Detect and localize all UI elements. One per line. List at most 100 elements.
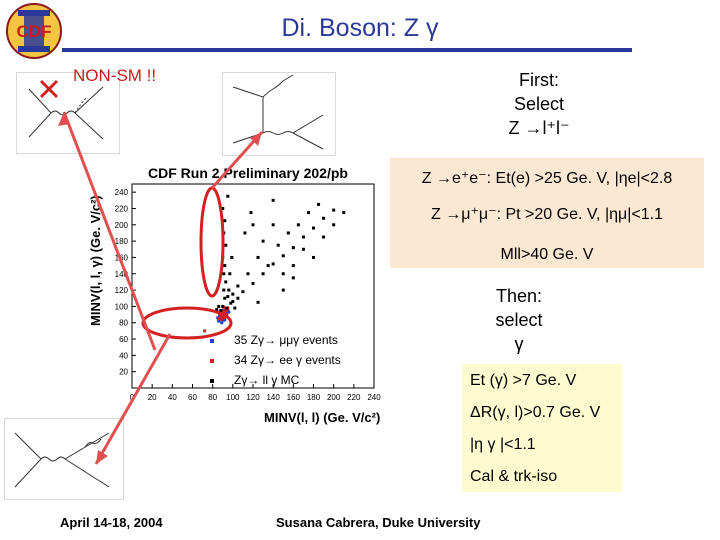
y-tick-label: 160 <box>115 253 129 262</box>
lepton-selection-box: Z →e⁺e⁻: Et(e) >25 Ge. V, |ηe|<2.8 Z →μ⁺… <box>390 158 704 268</box>
data-point <box>296 223 300 227</box>
isolation-cut: Cal & trk-iso <box>470 468 558 485</box>
data-point <box>219 308 223 312</box>
data-point <box>261 239 265 243</box>
data-point <box>221 304 225 308</box>
chart-ylabel: MINV(l, l, γ) (Ge. V/c²) <box>88 195 103 326</box>
x-tick-label: 80 <box>208 393 217 402</box>
data-point <box>291 264 295 268</box>
data-point <box>231 300 235 304</box>
data-point <box>231 292 235 296</box>
non-sm-label: NON-SM !! <box>73 66 157 85</box>
y-tick-label: 240 <box>115 188 129 197</box>
x-tick-label: 160 <box>287 393 301 402</box>
data-point <box>220 321 224 325</box>
data-point <box>223 296 227 300</box>
y-tick-label: 40 <box>119 351 128 360</box>
data-point <box>291 246 295 250</box>
x-tick-label: 100 <box>226 393 240 402</box>
data-point <box>251 282 255 286</box>
x-tick-label: 40 <box>168 393 177 402</box>
data-point <box>225 306 229 310</box>
eta-cut: |η γ |<1.1 <box>470 436 536 453</box>
x-tick-label: 180 <box>307 393 321 402</box>
first-line3: Z →l⁺l⁻ <box>508 118 570 138</box>
dr-cut: ΔR(γ, l)>0.7 Ge. V <box>470 404 601 421</box>
data-point <box>229 301 233 305</box>
data-point <box>306 211 310 215</box>
x-tick-label: 20 <box>148 393 157 402</box>
et-cut: Et (γ) >7 Ge. V <box>470 372 577 389</box>
data-point <box>291 276 295 280</box>
then-line3: γ <box>514 334 524 354</box>
legend-label: 35 Zγ→ μμγ events <box>234 333 338 347</box>
data-point <box>332 208 336 212</box>
data-point <box>227 288 231 292</box>
mll-cut: Mll>40 Ge. V <box>500 246 594 263</box>
x-tick-label: 140 <box>266 393 280 402</box>
data-point <box>246 272 250 276</box>
y-tick-label: 20 <box>119 368 128 377</box>
data-point <box>228 272 232 276</box>
electron-cut: Z →e⁺e⁻: Et(e) >25 Ge. V, |ηe|<2.8 <box>421 170 673 187</box>
legend-marker <box>210 379 214 383</box>
fsr-feynman-diagram <box>4 418 124 500</box>
data-point <box>243 231 247 235</box>
data-point <box>249 211 253 215</box>
data-point <box>256 255 260 259</box>
data-point <box>225 313 229 317</box>
data-point <box>221 255 225 259</box>
x-tick-label: 0 <box>130 393 135 402</box>
data-point <box>203 329 207 333</box>
data-point <box>261 272 265 276</box>
data-point <box>312 226 315 230</box>
title-underline <box>62 48 632 52</box>
slide-title: Di. Boson: Z γ <box>281 14 439 42</box>
data-point <box>215 308 219 312</box>
x-tick-label: 220 <box>347 393 361 402</box>
y-tick-label: 140 <box>115 270 129 279</box>
data-point <box>222 231 226 235</box>
first-line1: First: <box>519 70 559 90</box>
data-point <box>301 235 305 239</box>
data-point <box>286 231 290 235</box>
y-tick-label: 120 <box>115 286 129 295</box>
data-point <box>256 300 260 304</box>
data-point <box>322 216 326 220</box>
data-point <box>322 235 326 239</box>
footer-date: April 14-18, 2004 <box>60 515 163 530</box>
data-point <box>224 243 228 247</box>
first-select-box: First: Select Z →l⁺l⁻ <box>494 68 584 146</box>
chart-title: CDF Run 2 Preliminary 202/pb <box>148 165 348 181</box>
data-point <box>220 317 224 321</box>
footer-author: Susana Cabrera, Duke University <box>276 515 481 530</box>
data-point <box>222 272 226 276</box>
data-point <box>271 223 275 227</box>
then-select-box: Then: select γ <box>484 284 554 364</box>
x-tick-label: 200 <box>327 393 341 402</box>
data-point <box>230 255 234 259</box>
y-tick-label: 60 <box>119 335 128 344</box>
data-point <box>223 264 227 268</box>
data-point <box>223 219 227 223</box>
data-point <box>301 247 305 251</box>
y-tick-label: 80 <box>119 319 128 328</box>
data-point <box>342 211 346 215</box>
data-point <box>217 317 221 321</box>
logo-text: CDF <box>17 22 52 41</box>
t-channel-feynman-diagram <box>222 72 336 156</box>
x-tick-label: 120 <box>246 393 260 402</box>
data-point <box>217 304 221 308</box>
muon-cut: Z →μ⁺μ⁻: Pt >20 Ge. V, |ημ|<1.1 <box>431 206 663 223</box>
data-point <box>218 312 222 316</box>
data-point <box>317 202 321 206</box>
data-point <box>241 290 245 294</box>
data-point <box>221 206 225 210</box>
data-point <box>332 223 336 227</box>
then-line1: Then: <box>495 286 543 306</box>
data-point <box>312 255 315 259</box>
y-tick-label: 200 <box>115 221 129 230</box>
data-point <box>226 295 230 299</box>
data-point <box>236 296 240 300</box>
data-point <box>224 280 228 284</box>
